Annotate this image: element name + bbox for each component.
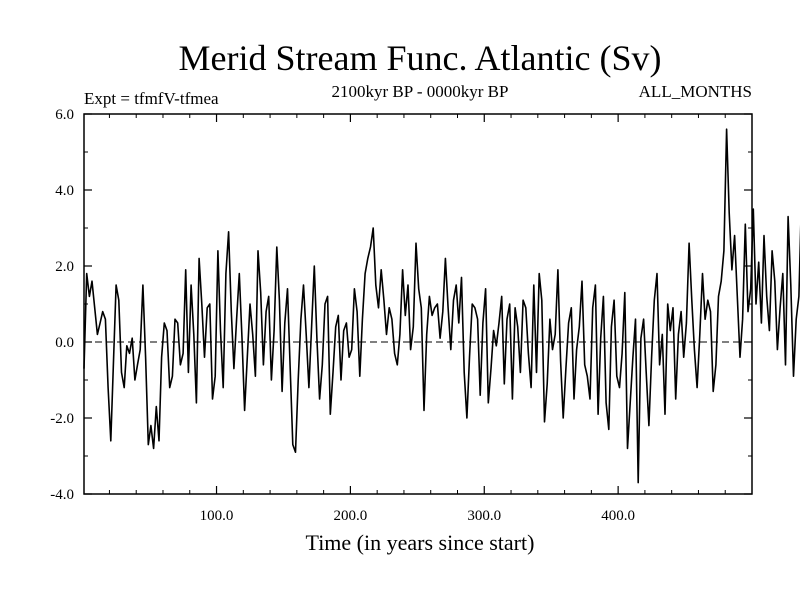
y-tick-label: 6.0 (55, 107, 74, 123)
chart-title: Merid Stream Func. Atlantic (Sv) (179, 38, 662, 78)
chart-subtitle-left: Expt = tfmfV-tfmea (84, 89, 219, 108)
x-tick-label: 300.0 (467, 508, 501, 524)
y-tick-label: 4.0 (55, 183, 74, 199)
y-tick-label: 0.0 (55, 335, 74, 351)
y-tick-label: -2.0 (50, 411, 74, 427)
x-tick-label: 400.0 (601, 508, 635, 524)
x-axis-label: Time (in years since start) (306, 530, 535, 555)
y-tick-label: 2.0 (55, 259, 74, 275)
chart-subtitle-center: 2100kyr BP - 0000kyr BP (332, 82, 509, 101)
x-tick-label: 200.0 (334, 508, 368, 524)
y-axis: -4.0 -2.0 0.0 2.0 4.0 6.0 (50, 107, 752, 503)
series-line (83, 128, 800, 484)
y-tick-label: -4.0 (50, 487, 74, 503)
x-tick-label: 100.0 (200, 508, 234, 524)
chart-subtitle-right: ALL_MONTHS (639, 82, 752, 101)
x-axis: 100.0 200.0 300.0 400.0 (108, 114, 726, 524)
